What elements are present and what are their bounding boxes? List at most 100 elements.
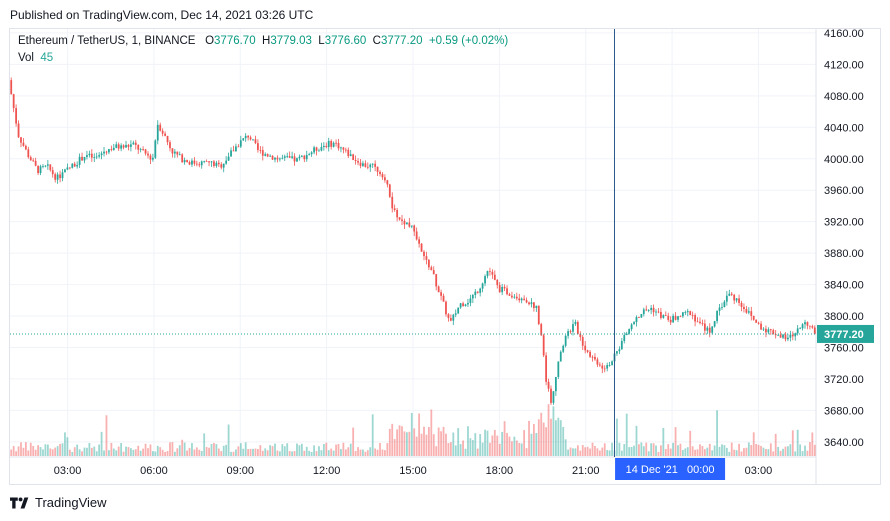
volume-bar	[408, 431, 411, 456]
brand-footer[interactable]: TradingView	[10, 495, 107, 510]
volume-bar	[533, 424, 535, 456]
candle-body	[740, 302, 743, 307]
volume-bar	[10, 449, 13, 456]
volume-bar	[479, 434, 482, 456]
candle-body	[213, 161, 215, 166]
y-tick-label: 4160.00	[824, 28, 864, 40]
candle-body	[46, 164, 49, 166]
candle-body	[635, 317, 638, 323]
volume-bar	[445, 433, 447, 456]
candle-body	[528, 302, 530, 305]
volume-bar	[237, 446, 240, 456]
volume-bar	[24, 442, 27, 456]
candle-body	[481, 283, 484, 289]
volume-bar	[432, 434, 435, 456]
volume-bar	[640, 442, 643, 456]
candle-body	[769, 329, 772, 331]
volume-bar	[474, 433, 477, 456]
volume-bar	[630, 446, 633, 456]
volume-bar	[435, 446, 438, 456]
chart-frame[interactable]	[9, 28, 881, 485]
volume-bar	[29, 442, 32, 456]
y-tick-label: 4080.00	[824, 91, 864, 103]
candle-body	[247, 135, 250, 138]
volume-bar	[801, 451, 804, 456]
volume-bar	[537, 419, 540, 456]
candle-body	[29, 157, 32, 161]
candle-body	[738, 298, 740, 303]
volume-bar	[308, 450, 311, 456]
candle-body	[257, 143, 259, 150]
candle-body	[315, 147, 318, 151]
volume-bar	[760, 445, 762, 456]
volume-bar	[357, 447, 359, 456]
volume-bar	[220, 451, 223, 456]
volume-bar	[796, 429, 799, 456]
candle-body	[706, 327, 709, 331]
candle-body	[369, 164, 372, 168]
volume-bar	[49, 448, 52, 456]
volume-bar	[254, 448, 257, 456]
volume-bar	[103, 450, 105, 456]
candle-body	[813, 327, 816, 334]
volume-bar	[496, 435, 499, 456]
candle-body	[469, 298, 472, 303]
volume-bar	[572, 448, 574, 456]
y-tick-label: 4120.00	[824, 59, 864, 71]
volume-bar	[203, 433, 206, 456]
volume-bar	[151, 451, 154, 456]
volume-bar	[579, 450, 582, 456]
volume-bar	[347, 447, 350, 456]
volume-bar	[169, 442, 171, 456]
volume-bar	[313, 445, 315, 456]
volume-bar	[332, 450, 335, 456]
volume-bar	[83, 447, 86, 456]
candle-body	[320, 147, 323, 151]
candle-body	[371, 163, 374, 165]
volume-bar	[78, 449, 81, 456]
candle-body	[151, 157, 154, 160]
volume-bar	[100, 431, 103, 456]
volume-bar	[73, 447, 76, 456]
volume-bar	[554, 420, 557, 456]
candle-body	[156, 124, 159, 141]
volume-bar	[105, 415, 108, 456]
symbol-label[interactable]: Ethereum / TetherUS, 1, BINANCE	[18, 35, 196, 47]
volume-bar	[90, 447, 93, 456]
volume-bar	[110, 442, 113, 456]
ohlc-legend: Ethereum / TetherUS, 1, BINANCE O3776.70…	[18, 35, 508, 47]
candle-body	[432, 270, 435, 275]
candle-body	[278, 158, 281, 160]
volume-bar	[398, 425, 401, 456]
volume-bar	[740, 451, 743, 456]
candle-body	[37, 165, 39, 174]
volume-bar	[195, 447, 198, 456]
volume-bar	[81, 451, 83, 456]
candle-body	[533, 302, 535, 309]
volume-bar	[730, 442, 733, 456]
volume-bar	[384, 450, 386, 456]
volume-bar	[32, 445, 35, 456]
candle-body	[437, 286, 440, 293]
candle-body	[755, 319, 758, 323]
volume-bar	[498, 443, 501, 456]
candle-body	[584, 345, 587, 351]
tradingview-logo-icon	[10, 496, 29, 509]
candle-body	[366, 166, 369, 168]
volume-bar	[518, 442, 521, 456]
volume-bar	[513, 436, 516, 456]
candle-body	[513, 296, 516, 298]
candle-body	[452, 314, 455, 321]
candle-body	[535, 305, 538, 309]
volume-bar	[547, 404, 550, 456]
low-key: L	[318, 35, 325, 47]
volume-bar	[564, 439, 567, 456]
volume-bar	[559, 420, 562, 456]
volume-bar	[266, 450, 269, 456]
volume-bar	[59, 443, 61, 456]
volume-bar	[808, 442, 811, 456]
candle-body	[530, 302, 533, 305]
candle-body	[283, 156, 286, 158]
candle-body	[68, 167, 71, 169]
